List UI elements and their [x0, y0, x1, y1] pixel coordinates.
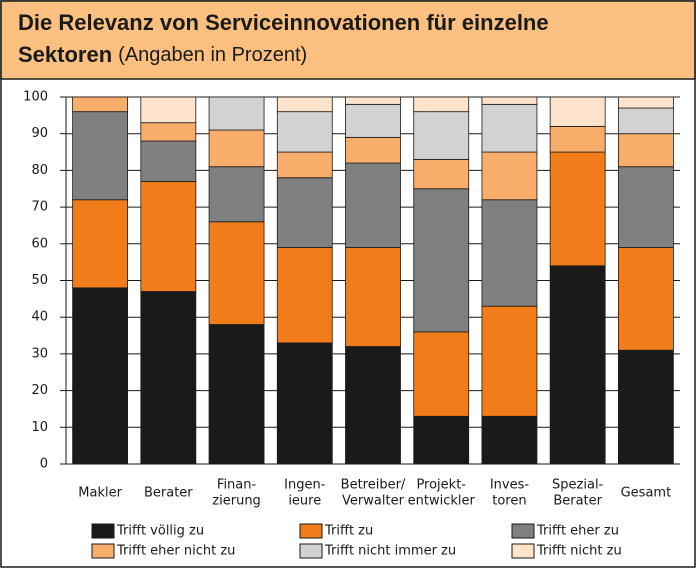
bar-segment: [549, 265, 606, 465]
bar-segment: [413, 111, 470, 160]
bar-segment: [72, 96, 129, 113]
bar-segment: [276, 111, 333, 153]
y-tick-label: 50: [31, 273, 48, 288]
bar-segment: [481, 103, 538, 153]
x-tick-label: Berater: [553, 494, 602, 509]
x-tick-label: Berater: [144, 486, 193, 501]
x-tick-label: Betreiber/: [341, 478, 406, 493]
bar-segment: [208, 324, 265, 465]
bar-segment: [208, 129, 265, 168]
x-tick-label: Makler: [78, 486, 122, 501]
x-tick-label: ieure: [288, 494, 321, 509]
bar-segment: [413, 96, 470, 113]
legend-swatch: [299, 543, 323, 559]
bar-segment: [345, 136, 401, 164]
bar-segment: [140, 140, 197, 182]
bar-segment: [481, 151, 538, 201]
bar-segment: [617, 133, 674, 168]
bar-segment: [617, 349, 674, 465]
x-tick-label: entwickler: [408, 494, 476, 509]
bar-segment: [208, 96, 265, 131]
legend-label: Trifft zu: [324, 524, 373, 539]
bar-segment: [276, 342, 333, 465]
y-tick-label: 20: [31, 383, 48, 398]
y-tick-label: 70: [31, 200, 48, 215]
bar-segment: [617, 166, 674, 248]
legend-swatch: [91, 543, 115, 559]
y-tick-label: 90: [31, 126, 48, 141]
x-tick-label: zierung: [212, 494, 261, 509]
legend-label: Trifft völlig zu: [116, 524, 204, 539]
bar-segment: [481, 96, 538, 105]
bar-segment: [345, 162, 401, 248]
bar-segment: [72, 287, 129, 465]
x-tick-label: Finan-: [217, 478, 257, 493]
bar-segment: [413, 158, 470, 190]
chart-title: Sektoren: [18, 42, 112, 67]
bar-segment: [345, 247, 401, 347]
x-tick-label: toren: [492, 494, 526, 509]
x-tick-label: Inves-: [490, 478, 530, 493]
bar-segment: [345, 346, 401, 465]
y-tick-label: 10: [31, 420, 48, 435]
bar-segment: [208, 166, 265, 223]
legend-label: Trifft nicht immer zu: [324, 544, 456, 559]
legend-label: Trifft eher nicht zu: [116, 544, 235, 559]
bar-segment: [140, 96, 197, 124]
x-tick-label: Verwalter: [342, 494, 405, 509]
chart-title: Sektoren (Angaben in Prozent): [18, 42, 307, 67]
x-tick-label: Projekt-: [416, 478, 466, 493]
bar-segment: [140, 291, 197, 465]
bar-segment: [481, 415, 538, 465]
bar-segment: [481, 305, 538, 417]
bar-segment: [617, 247, 674, 351]
bar-segment: [140, 181, 197, 292]
bar-segment: [617, 107, 674, 135]
bar-segment: [345, 96, 401, 105]
bar-segment: [276, 151, 333, 179]
chart-title: Die Relevanz von Serviceinnovationen für…: [18, 10, 549, 35]
y-tick-label: 40: [31, 310, 48, 325]
x-tick-label: Gesamt: [621, 486, 672, 501]
legend-swatch: [511, 543, 535, 559]
bar-segment: [617, 96, 674, 109]
y-tick-label: 30: [31, 346, 48, 361]
bar-segment: [413, 331, 470, 417]
bar-segment: [345, 103, 401, 138]
legend-swatch: [299, 523, 323, 539]
bar-segment: [208, 221, 265, 325]
legend-label: Trifft eher zu: [536, 524, 619, 539]
legend-label: Trifft nicht zu: [536, 544, 622, 559]
x-tick-label: Spezial-: [552, 478, 604, 493]
y-tick-label: 80: [31, 163, 48, 178]
title-box: [0, 0, 696, 80]
bar-segment: [413, 188, 470, 333]
bar-segment: [140, 122, 197, 142]
legend-swatch: [91, 523, 115, 539]
x-tick-label: Ingen-: [284, 478, 326, 493]
y-tick-label: 60: [31, 236, 48, 251]
bar-segment: [481, 199, 538, 307]
bar-segment: [413, 415, 470, 465]
legend-swatch: [511, 523, 535, 539]
bar-segment: [549, 125, 606, 153]
bar-segment: [72, 199, 129, 289]
y-tick-label: 0: [40, 457, 48, 472]
bar-segment: [276, 177, 333, 248]
y-tick-label: 100: [23, 90, 48, 105]
bar-segment: [276, 247, 333, 344]
bar-segment: [276, 96, 333, 113]
bar-segment: [549, 151, 606, 267]
subtitle: (Angaben in Prozent): [118, 44, 307, 66]
bar-segment: [549, 96, 606, 127]
bar-segment: [72, 111, 129, 201]
